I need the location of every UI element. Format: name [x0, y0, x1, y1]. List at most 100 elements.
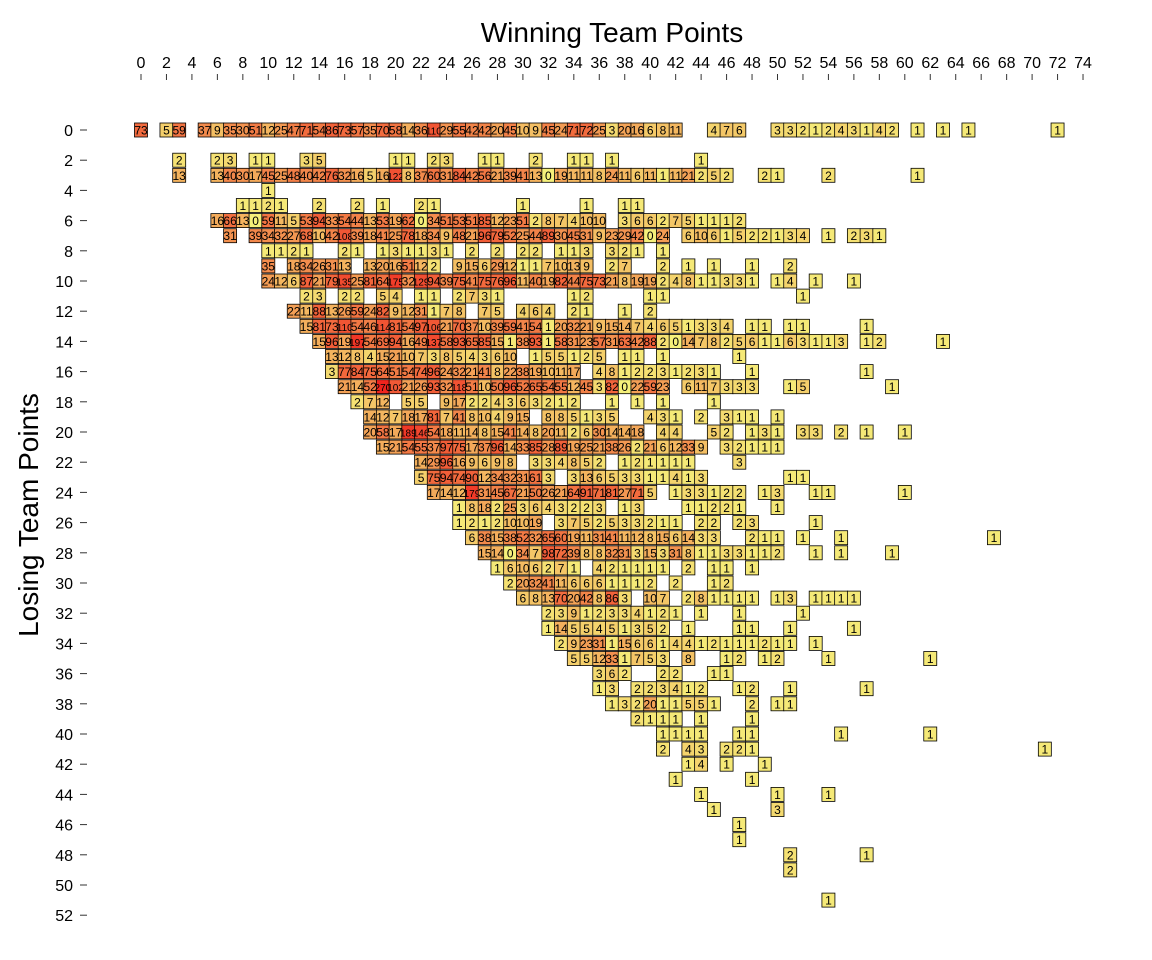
cell-count-label: 41 [478, 365, 492, 379]
cell-count-label: 1 [825, 592, 832, 606]
cell-count-label: 5 [570, 652, 577, 666]
cell-count-label: 11 [644, 169, 657, 183]
x-tick-label: 20 [387, 55, 405, 72]
cell-count-label: 14 [491, 546, 505, 560]
cell-count-label: 34 [262, 229, 276, 243]
cell-count-label: 52 [516, 380, 530, 394]
heatmap-cell [579, 288, 594, 304]
cell-count-label: 8 [443, 350, 450, 364]
cell-count-label: 18 [414, 229, 428, 243]
cell-count-label: 3 [634, 622, 641, 636]
cell-count-label: 7 [443, 305, 450, 319]
cell-count-label: 2 [596, 607, 603, 621]
cell-count-label: 8 [685, 275, 692, 289]
heatmap-cell [859, 681, 874, 697]
heatmap-cell [223, 152, 238, 168]
x-tick-label: 40 [641, 55, 659, 72]
cell-count-label: 2 [545, 607, 552, 621]
y-tick-label: 2 [64, 153, 73, 170]
cell-count-label: 4 [596, 365, 603, 379]
cell-count-label: 3 [621, 592, 628, 606]
cell-count-label: 31 [618, 546, 632, 560]
cell-count-label: 0 [545, 169, 552, 183]
cell-count-label: 1 [711, 275, 718, 289]
cell-count-label: 1 [660, 712, 667, 726]
cell-count-label: 1 [685, 728, 692, 742]
cell-count-label: 75 [453, 441, 467, 455]
heatmap-cell [261, 258, 276, 274]
cell-count-label: 82 [376, 305, 390, 319]
cell-count-label: 96 [427, 365, 441, 379]
cell-count-label: 1 [647, 607, 654, 621]
cell-count-label: 73 [134, 124, 148, 138]
cell-count-label: 1 [812, 486, 819, 500]
heatmap-cell [490, 288, 505, 304]
cell-count-label: 42 [313, 169, 327, 183]
cell-count-label: 2 [214, 154, 221, 168]
x-axis-title: Winning Team Points [481, 17, 744, 48]
heatmap-cell [732, 500, 747, 515]
cell-count-label: 34 [491, 471, 505, 485]
cell-count-label: 58 [440, 335, 454, 349]
cell-count-label: 1 [660, 637, 667, 651]
cell-count-label: 50 [491, 380, 505, 394]
heatmap-cell [706, 530, 721, 546]
cell-count-label: 41 [465, 275, 479, 289]
cell-count-label: 2 [723, 501, 730, 515]
cell-count-label: 36 [414, 124, 428, 138]
heatmap-cell [1050, 122, 1065, 138]
heatmap-cell [541, 303, 556, 319]
cell-count-label: 3 [698, 471, 705, 485]
cell-count-label: 75 [453, 275, 467, 289]
cell-count-label: 9 [583, 259, 590, 273]
cell-count-label: 2 [851, 229, 858, 243]
cell-count-label: 5 [647, 652, 654, 666]
cell-count-label: 16 [389, 259, 403, 273]
y-tick-label: 52 [55, 908, 73, 925]
cell-count-label: 0 [621, 380, 628, 394]
cell-count-label: 1 [774, 697, 781, 711]
cell-count-label: 86 [605, 592, 619, 606]
cell-count-label: 2 [749, 697, 756, 711]
heatmap-cell [719, 666, 734, 681]
cell-count-label: 1 [736, 682, 743, 696]
cell-count-label: 1 [787, 380, 794, 394]
cell-count-label: 52 [503, 229, 517, 243]
cell-count-label: 10 [554, 259, 568, 273]
cell-count-label: 1 [570, 154, 577, 168]
cell-count-label: 8 [711, 335, 718, 349]
cell-count-label: 4 [800, 229, 807, 243]
heatmap-cell [274, 198, 288, 213]
cell-count-label: 1 [672, 697, 679, 711]
cell-count-label: 1 [621, 577, 628, 591]
cell-count-label: 2 [761, 229, 768, 243]
heatmap-cell [605, 681, 619, 697]
cell-count-label: 7 [672, 214, 679, 228]
cell-count-label: 26 [542, 486, 556, 500]
cell-count-label: 1 [863, 365, 870, 379]
cell-count-label: 1 [621, 199, 628, 213]
cell-count-label: 71 [300, 124, 314, 138]
cell-count-label: 2 [341, 290, 348, 304]
x-tick-label: 42 [667, 55, 685, 72]
cell-count-label: 30 [236, 124, 250, 138]
cell-count-label: 71 [631, 486, 645, 500]
cell-count-label: 1 [749, 561, 756, 575]
cell-count-label: 71 [593, 486, 607, 500]
cell-count-label: 85 [529, 441, 543, 455]
y-tick-label: 44 [55, 787, 73, 804]
cell-count-label: 1 [749, 592, 756, 606]
heatmap-cell [846, 590, 861, 606]
cell-count-label: 1 [647, 471, 654, 485]
cell-count-label: 4 [672, 637, 679, 651]
cell-count-label: 1 [787, 471, 794, 485]
cell-count-label: 90 [465, 471, 479, 485]
cell-count-label: 9 [456, 259, 463, 273]
cell-count-label: 18 [631, 426, 645, 440]
cell-count-label: 21 [402, 380, 416, 394]
cell-count-label: 32 [503, 471, 517, 485]
cell-count-label: 2 [698, 682, 705, 696]
cell-count-label: 33 [325, 214, 339, 228]
y-tick-label: 34 [55, 636, 73, 653]
cell-count-label: 98 [542, 546, 556, 560]
